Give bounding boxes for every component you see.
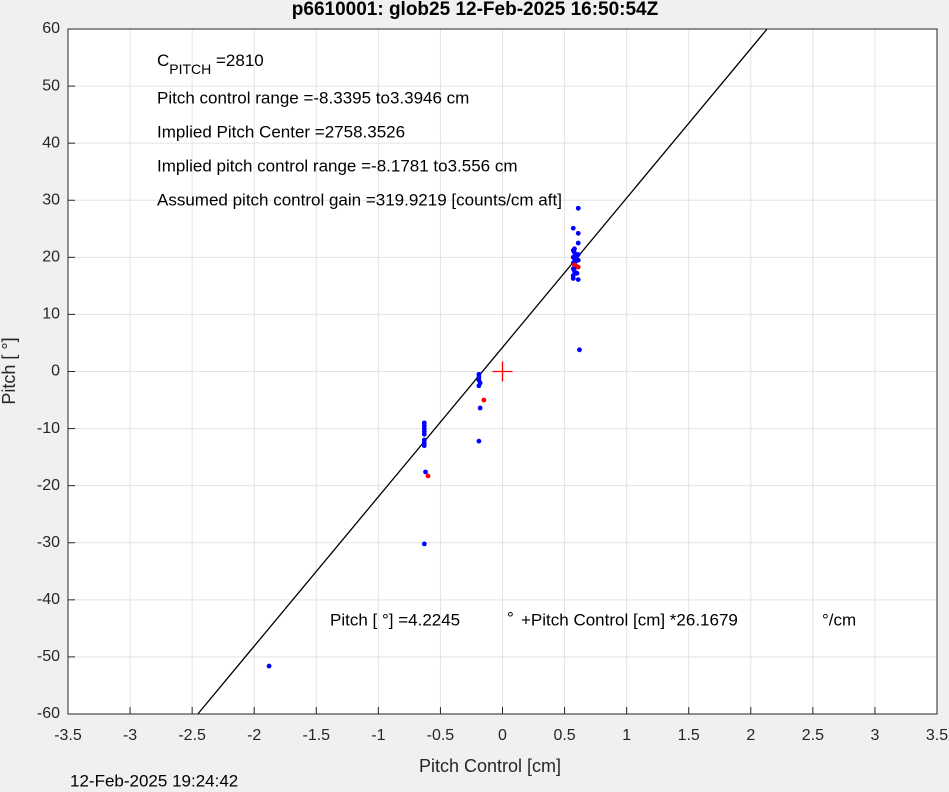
point xyxy=(575,240,581,246)
point xyxy=(425,473,431,479)
annotation-text: C xyxy=(157,51,169,70)
annotation: Assumed pitch control gain =319.9219 [co… xyxy=(157,190,562,209)
y-tick-label: 30 xyxy=(42,191,60,208)
y-tick-label: -20 xyxy=(37,477,60,494)
point xyxy=(570,276,576,281)
y-tick-label: -10 xyxy=(37,420,60,437)
point xyxy=(476,438,482,444)
timestamp: 12-Feb-2025 19:24:42 xyxy=(70,771,238,790)
point xyxy=(575,257,581,263)
annotation-value: =2810 xyxy=(211,51,263,70)
point xyxy=(575,205,581,211)
point xyxy=(575,277,581,282)
point xyxy=(477,405,483,411)
point xyxy=(423,469,428,475)
x-tick-label: 0 xyxy=(498,727,507,744)
point xyxy=(577,347,582,353)
annotation: Implied Pitch Center =2758.3526 xyxy=(157,122,405,141)
point xyxy=(492,361,513,382)
x-tick-label: -3.5 xyxy=(54,727,82,744)
y-tick-label: 20 xyxy=(42,249,60,266)
y-tick-label: 50 xyxy=(42,77,60,94)
x-tick-label: 1 xyxy=(622,727,631,744)
point xyxy=(481,397,487,403)
x-tick-label: 2 xyxy=(746,727,755,744)
x-tick-label: -3 xyxy=(123,727,137,744)
y-tick-label: 40 xyxy=(42,134,60,151)
point xyxy=(476,383,482,389)
x-tick-label: 3 xyxy=(870,727,879,744)
annotation: CPITCH =2810 xyxy=(157,51,264,76)
fit-line xyxy=(197,28,768,715)
x-tick-label: -0.5 xyxy=(427,727,455,744)
annotation: Implied pitch control range =-8.1781 to3… xyxy=(157,156,518,175)
chart-title: p6610001: glob25 12-Feb-2025 16:50:54Z xyxy=(292,0,659,20)
annotation: Pitch control range =-8.3395 to3.3946 cm xyxy=(157,88,469,107)
x-tick-label: -2 xyxy=(247,727,261,744)
equation: Pitch [ °] =4.2245 xyxy=(330,610,460,629)
x-tick-label: 1.5 xyxy=(678,727,700,744)
equation: ° xyxy=(507,608,514,627)
equation: °/cm xyxy=(822,610,856,629)
point xyxy=(421,431,427,437)
x-tick-label: 2.5 xyxy=(802,727,824,744)
point xyxy=(572,262,577,268)
y-axis-label: Pitch [ °] xyxy=(0,337,19,404)
point xyxy=(570,225,576,231)
marks xyxy=(197,28,768,715)
point xyxy=(575,264,581,270)
point xyxy=(570,254,576,260)
y-tick-label: -30 xyxy=(37,534,60,551)
point xyxy=(575,252,581,257)
point xyxy=(421,541,427,547)
y-tick-label: 10 xyxy=(42,306,60,323)
annotation-subscript: PITCH xyxy=(169,61,211,77)
x-tick-label: -1 xyxy=(371,727,385,744)
point xyxy=(572,246,577,252)
y-tick-label: -50 xyxy=(37,648,60,665)
equation: +Pitch Control [cm] *26.1679 xyxy=(521,610,738,629)
x-tick-label: -2.5 xyxy=(178,727,206,744)
point xyxy=(266,663,272,669)
x-tick-label: -1.5 xyxy=(302,727,330,744)
y-tick-label: -40 xyxy=(37,591,60,608)
x-axis-label: Pitch Control [cm] xyxy=(419,756,561,776)
y-tick-label: 0 xyxy=(51,363,60,380)
y-tick-label: 60 xyxy=(42,20,60,37)
x-tick-label: 0.5 xyxy=(553,727,575,744)
point xyxy=(574,270,580,276)
y-tick-label: -60 xyxy=(37,705,60,722)
point xyxy=(421,443,427,449)
point xyxy=(575,230,581,236)
x-tick-label: 3.5 xyxy=(926,727,948,744)
